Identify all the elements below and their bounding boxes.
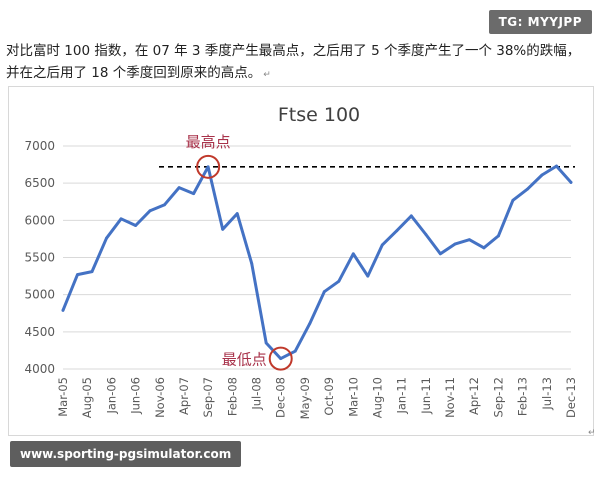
x-tick-label: Sep-12 — [491, 377, 505, 417]
series-line — [61, 164, 573, 361]
data-point — [61, 308, 65, 312]
data-point — [322, 290, 326, 294]
x-tick-label: Nov-11 — [443, 377, 457, 418]
website-watermark: www.sporting-pgsimulator.com — [10, 441, 242, 467]
data-point — [380, 243, 384, 247]
x-tick-label: Dec-08 — [274, 377, 288, 418]
data-point — [163, 203, 167, 207]
data-point — [351, 252, 355, 256]
article-line-1: 对比富时 100 指数，在 07 年 3 季度产生最高点，之后用了 5 个季度产… — [6, 43, 581, 59]
paragraph-mark-icon: ↵ — [588, 428, 596, 438]
data-point — [482, 246, 486, 250]
data-point — [409, 214, 413, 218]
paragraph-mark-icon: ↵ — [263, 70, 271, 80]
channel-badge: TG: MYYJPP — [488, 10, 592, 34]
data-point — [337, 279, 341, 283]
x-tick-label: Apr-07 — [177, 377, 191, 415]
x-tick-label: Mar-05 — [56, 377, 70, 417]
y-tick-label: 4500 — [24, 325, 55, 339]
data-point — [438, 252, 442, 256]
chart-title: Ftse 100 — [278, 104, 360, 126]
x-tick-label: Aug-05 — [80, 377, 94, 418]
article-line-2-text: 并在之后用了 18 个季度回到原来的高点。 — [6, 65, 262, 81]
peak-annotation-label: 最高点 — [186, 133, 231, 151]
data-point — [250, 262, 254, 265]
data-point — [497, 234, 500, 238]
data-point — [235, 212, 239, 216]
x-tick-label: Dec-13 — [564, 377, 578, 418]
data-point — [148, 209, 152, 213]
data-point — [177, 186, 181, 190]
data-point — [526, 187, 529, 191]
x-tick-label: Jun-11 — [419, 377, 433, 415]
article-line-2: 并在之后用了 18 个季度回到原来的高点。 ↵ — [6, 62, 596, 86]
data-point — [424, 233, 428, 236]
data-point — [105, 236, 108, 240]
chart-frame: Ftse 100 4000 4500 5000 5500 6000 6500 7000 Mar-… — [8, 86, 594, 436]
data-point — [555, 164, 558, 168]
data-point — [511, 198, 515, 202]
trough-marker-circle — [268, 346, 293, 371]
x-tick-label: Apr-12 — [467, 377, 481, 415]
y-tick-label: 6000 — [24, 213, 55, 227]
data-point — [395, 229, 399, 233]
y-tick-label: 4000 — [24, 362, 55, 376]
data-point — [468, 238, 471, 242]
article-text: 对比富时 100 指数，在 07 年 3 季度产生最高点，之后用了 5 个季度产… — [6, 40, 596, 86]
data-point — [293, 349, 297, 353]
data-point — [540, 173, 544, 177]
x-tick-label: Jun-06 — [129, 377, 143, 415]
x-tick-label: Feb-08 — [225, 377, 239, 416]
x-tick-label: Nov-06 — [153, 377, 167, 418]
y-tick-label: 5500 — [24, 251, 55, 265]
data-point — [76, 273, 79, 276]
data-point — [134, 224, 137, 227]
y-tick-label: 6500 — [24, 176, 55, 190]
data-point — [453, 242, 457, 246]
x-tick-label: Jul-13 — [540, 377, 554, 411]
data-point — [90, 270, 94, 274]
data-point — [264, 341, 268, 345]
data-point — [366, 274, 370, 278]
x-tick-label: Jan-06 — [104, 377, 118, 415]
x-tick-label: May-09 — [298, 377, 312, 419]
ftse-chart: Ftse 100 4000 4500 5000 5500 6000 6500 7000 Mar-… — [24, 104, 578, 419]
data-point — [279, 357, 283, 360]
y-tick-label: 7000 — [24, 139, 55, 153]
x-tick-label: Jan-11 — [395, 377, 409, 415]
data-point — [206, 165, 210, 169]
x-tick-label: Aug-10 — [370, 377, 384, 418]
data-point — [221, 227, 225, 231]
x-tick-label: Sep-07 — [201, 377, 215, 417]
data-point — [308, 322, 312, 326]
y-tick-label: 5000 — [24, 288, 55, 302]
x-tick-label: Jul-08 — [250, 377, 264, 411]
trough-annotation-label: 最低点 — [222, 351, 267, 369]
data-point — [569, 181, 573, 184]
peak-marker-circle — [196, 154, 221, 179]
x-tick-label: Oct-09 — [322, 377, 336, 416]
x-tick-label: Feb-13 — [516, 377, 530, 416]
data-point — [119, 217, 123, 221]
data-point — [192, 192, 196, 195]
x-tick-label: Mar-10 — [346, 377, 360, 417]
